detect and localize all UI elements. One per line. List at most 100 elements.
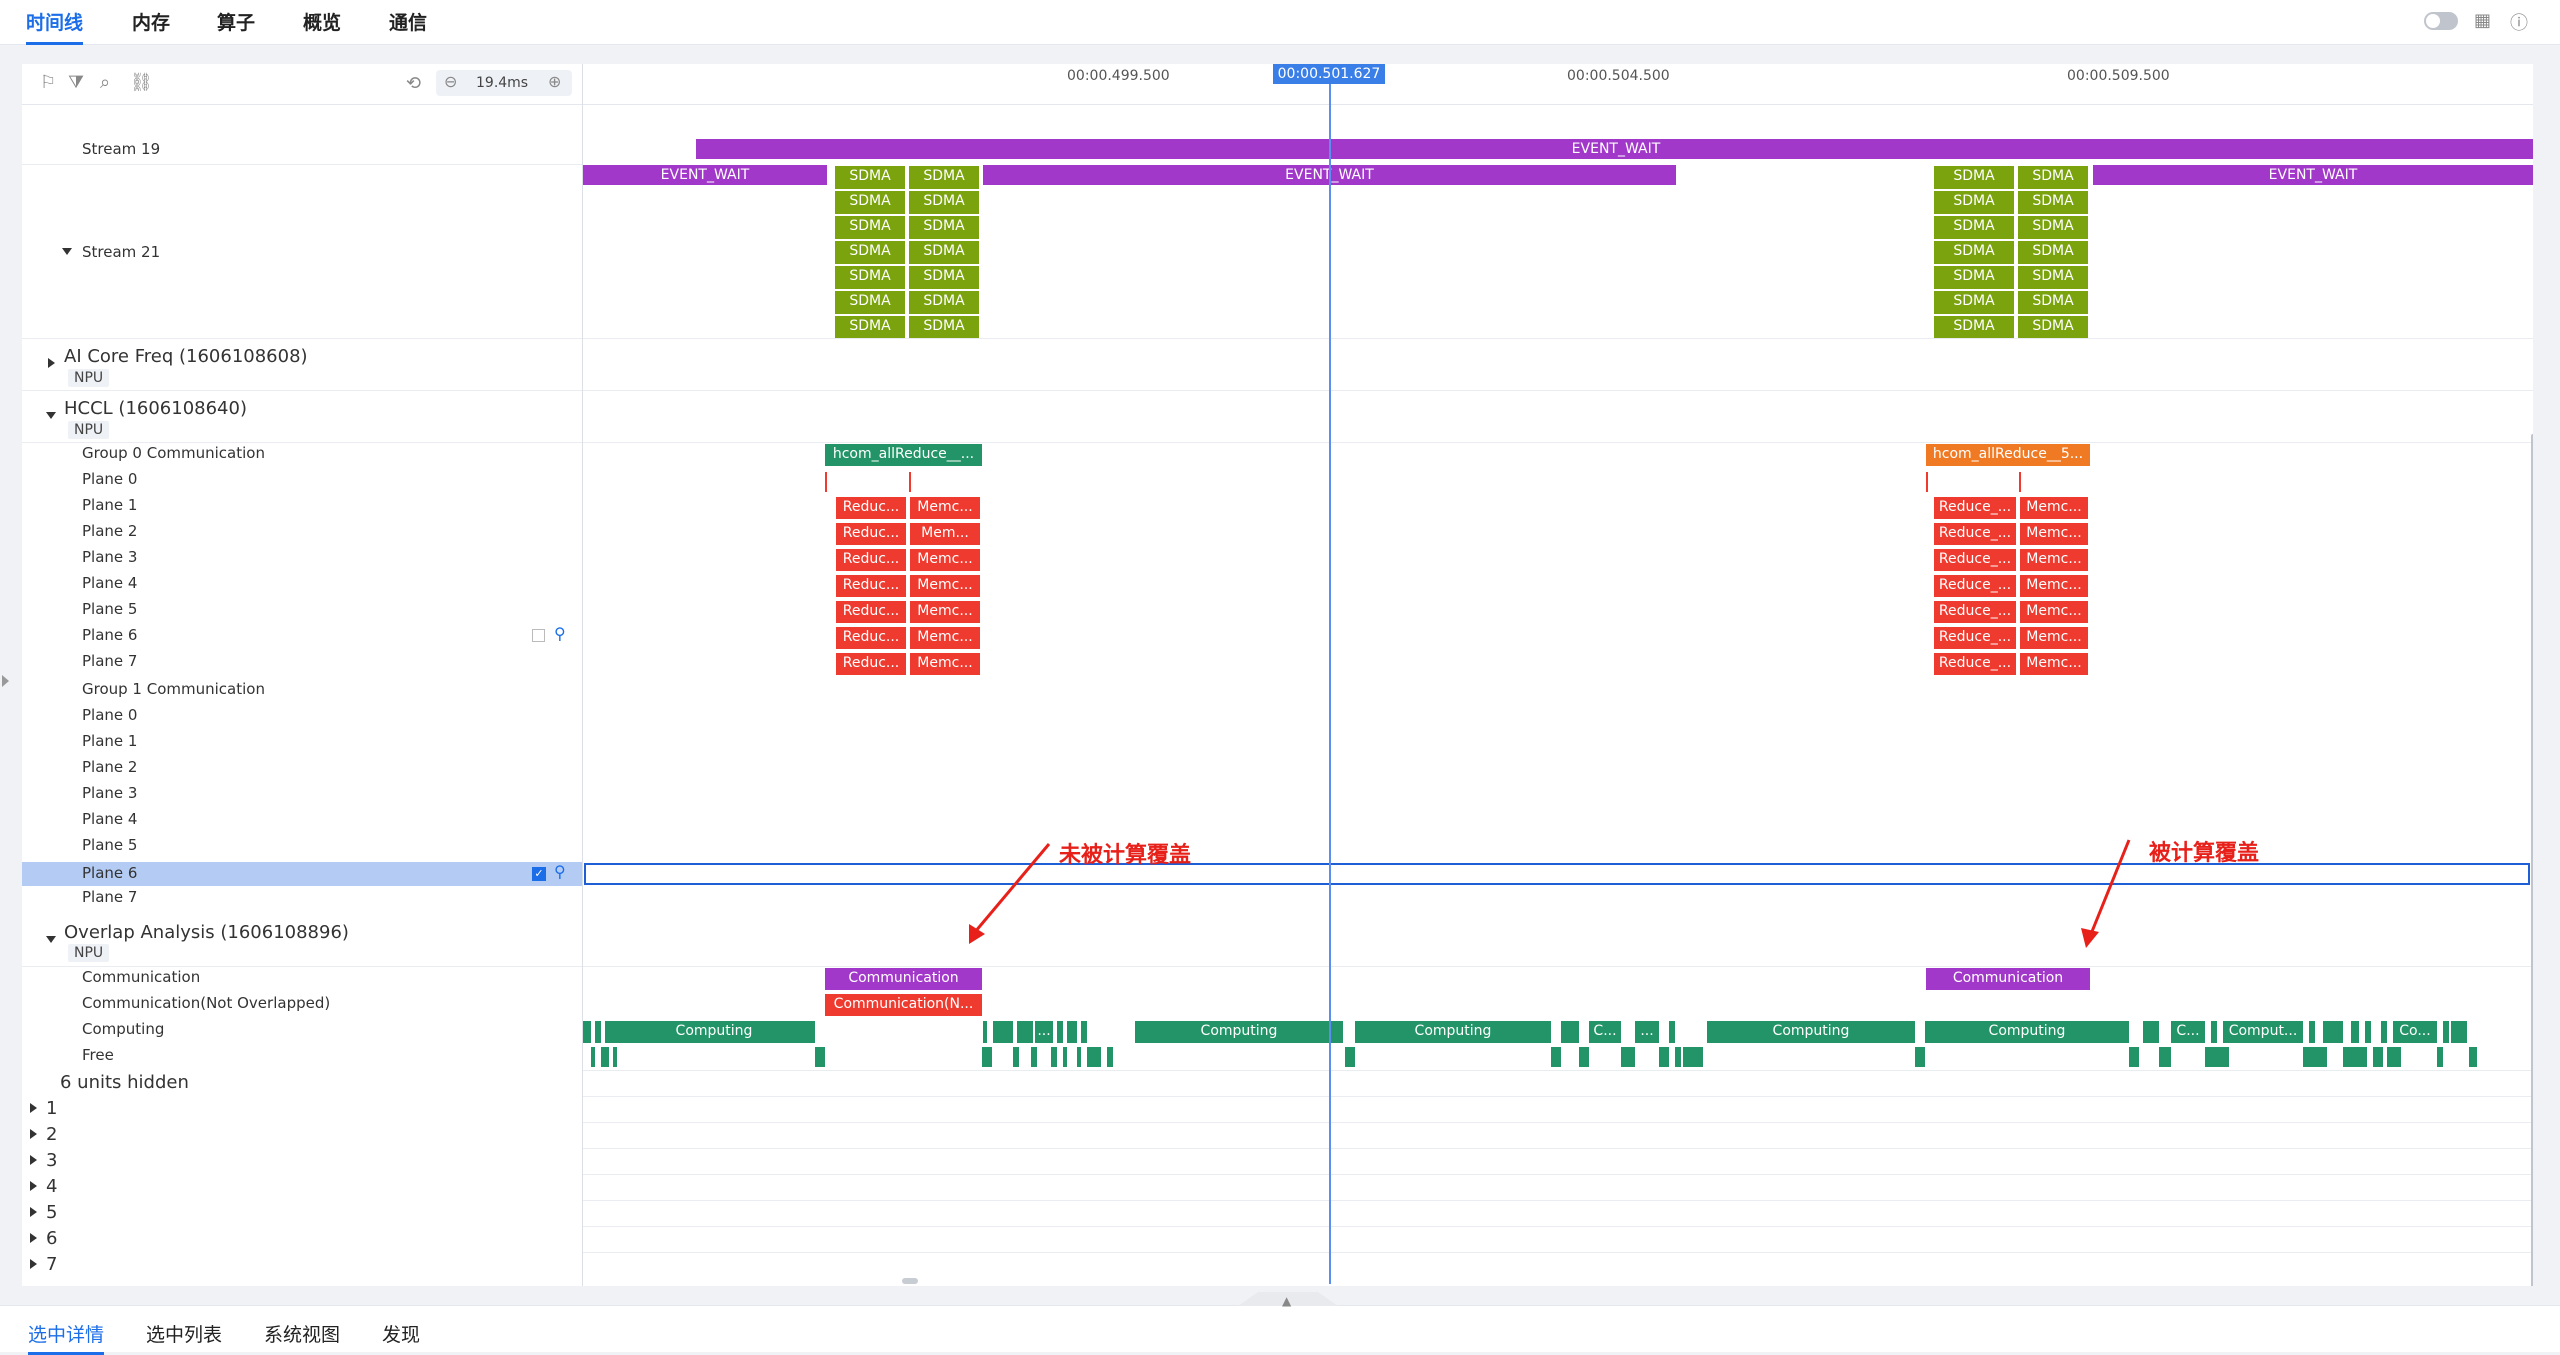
slice-sdma[interactable]: SDMA	[908, 190, 980, 215]
slice-reduce[interactable]: Reduce_...	[1933, 548, 2017, 572]
panel-resize-handle[interactable]	[1238, 1292, 1338, 1306]
slice-sdma[interactable]: SDMA	[908, 165, 980, 190]
slice-computing[interactable]: Computing	[613, 1021, 815, 1043]
expand-icon[interactable]	[30, 1207, 37, 1217]
slice-memcpy[interactable]: Memc...	[909, 574, 981, 598]
slice-computing[interactable]: Computing	[1925, 1021, 2129, 1043]
slice-memcpy[interactable]: Memc...	[909, 548, 981, 572]
expand-icon[interactable]	[30, 1259, 37, 1269]
slice-event-wait[interactable]: EVENT_WAIT	[2093, 165, 2533, 185]
layout-icon[interactable]: ▦	[2474, 10, 2492, 31]
tab-selected-list[interactable]: 选中列表	[146, 1324, 223, 1346]
zoom-in-icon[interactable]: ⊕	[548, 72, 562, 91]
zoom-out-icon[interactable]: ⊖	[444, 72, 458, 91]
unit-3[interactable]: 3	[46, 1150, 58, 1171]
slice-reduce[interactable]: Reduc...	[835, 496, 907, 520]
tab-operator[interactable]: 算子	[217, 12, 256, 34]
slice-computing[interactable]: ...	[1035, 1021, 1053, 1043]
slice-comm-not-overlapped[interactable]: Communication(N...	[825, 994, 982, 1016]
help-icon[interactable]: ⓘ	[2510, 13, 2528, 34]
timeline-area[interactable]: 00:00.499.500 00:00.504.500 00:00.509.50…	[583, 64, 2533, 1286]
chevron-up-icon[interactable]: ▲	[1282, 1294, 1292, 1308]
slice-sdma[interactable]: SDMA	[908, 215, 980, 240]
slice-memcpy[interactable]: Memc...	[2019, 496, 2089, 520]
tab-memory[interactable]: 内存	[132, 12, 171, 34]
collapse-icon[interactable]	[46, 936, 56, 943]
slice-sdma[interactable]: SDMA	[834, 290, 906, 315]
slice-computing[interactable]: C...	[1589, 1021, 1621, 1043]
slice-computing[interactable]: ...	[1635, 1021, 1659, 1043]
checkbox-checked[interactable]: ✓	[532, 867, 546, 881]
slice-sdma[interactable]: SDMA	[908, 290, 980, 315]
slice-sdma[interactable]: SDMA	[2017, 315, 2089, 340]
slice-sdma[interactable]: SDMA	[1933, 215, 2015, 240]
slice-computing[interactable]: Comput...	[2223, 1021, 2303, 1043]
slice-reduce[interactable]: Reduce_...	[1933, 522, 2017, 546]
slice-memcpy[interactable]: Memc...	[909, 626, 981, 650]
expand-icon[interactable]	[30, 1155, 37, 1165]
time-ruler[interactable]: 00:00.499.500 00:00.504.500 00:00.509.50…	[583, 64, 2533, 105]
slice-reduce[interactable]: Reduc...	[835, 574, 907, 598]
slice-memcpy[interactable]: Memc...	[909, 496, 981, 520]
search-icon[interactable]: ⌕	[100, 72, 111, 93]
slice-sdma[interactable]: SDMA	[834, 315, 906, 340]
slice-memcpy[interactable]: Memc...	[2019, 574, 2089, 598]
slice-sdma[interactable]: SDMA	[2017, 190, 2089, 215]
unit-7[interactable]: 7	[46, 1254, 58, 1275]
slice-reduce[interactable]: Reduc...	[835, 522, 907, 546]
slice-computing[interactable]: Computing	[1355, 1021, 1551, 1043]
slice-event-wait[interactable]: EVENT_WAIT	[583, 165, 827, 185]
slice-reduce[interactable]: Reduc...	[835, 626, 907, 650]
slice-sdma[interactable]: SDMA	[1933, 315, 2015, 340]
slice-computing[interactable]: Computing	[1135, 1021, 1343, 1043]
slice-sdma[interactable]: SDMA	[908, 240, 980, 265]
tab-discover[interactable]: 发现	[382, 1324, 421, 1346]
horizontal-scrollbar[interactable]	[902, 1278, 918, 1284]
slice-reduce[interactable]: Reduc...	[835, 652, 907, 676]
slice-sdma[interactable]: SDMA	[834, 165, 906, 190]
slice-memcpy[interactable]: Mem...	[909, 522, 981, 546]
tab-overview[interactable]: 概览	[303, 12, 342, 34]
tab-timeline[interactable]: 时间线	[26, 8, 84, 45]
slice-sdma[interactable]: SDMA	[2017, 240, 2089, 265]
slice-sdma[interactable]: SDMA	[1933, 165, 2015, 190]
slice-memcpy[interactable]: Memc...	[2019, 548, 2089, 572]
filter-icon[interactable]: ⧩	[68, 72, 85, 93]
slice-sdma[interactable]: SDMA	[2017, 165, 2089, 190]
slice-sdma[interactable]: SDMA	[2017, 215, 2089, 240]
slice-sdma[interactable]: SDMA	[1933, 190, 2015, 215]
slice-sdma[interactable]: SDMA	[1933, 290, 2015, 315]
vertical-scrollbar[interactable]	[2531, 434, 2533, 1286]
flag-icon[interactable]: ⚐	[40, 72, 57, 93]
tab-communication[interactable]: 通信	[389, 12, 428, 34]
slice-communication[interactable]: Communication	[1926, 968, 2090, 990]
expand-icon[interactable]	[30, 1103, 37, 1113]
slice-sdma[interactable]: SDMA	[908, 315, 980, 340]
time-cursor[interactable]	[1329, 84, 1331, 1284]
pin-icon[interactable]: ⚲	[554, 862, 566, 881]
slice-hcom-allreduce[interactable]: hcom_allReduce__...	[825, 444, 982, 466]
collapse-icon[interactable]	[46, 412, 56, 419]
slice-sdma[interactable]: SDMA	[834, 265, 906, 290]
slice-memcpy[interactable]: Memc...	[2019, 626, 2089, 650]
slice-memcpy[interactable]: Memc...	[909, 652, 981, 676]
checkbox[interactable]	[532, 629, 545, 642]
expand-icon[interactable]	[48, 358, 55, 368]
slice-memcpy[interactable]: Memc...	[2019, 652, 2089, 676]
slice-reduce[interactable]: Reduce_...	[1933, 574, 2017, 598]
collapse-icon[interactable]	[62, 248, 72, 255]
slice-sdma[interactable]: SDMA	[908, 265, 980, 290]
unit-1[interactable]: 1	[46, 1098, 58, 1119]
slice-sdma[interactable]: SDMA	[1933, 240, 2015, 265]
unit-6[interactable]: 6	[46, 1228, 58, 1249]
expand-icon[interactable]	[30, 1233, 37, 1243]
expand-sidebar-icon[interactable]	[2, 675, 9, 687]
tab-system-view[interactable]: 系统视图	[264, 1324, 341, 1346]
tab-selected-details[interactable]: 选中详情	[28, 1320, 105, 1355]
slice-reduce[interactable]: Reduc...	[835, 548, 907, 572]
unit-5[interactable]: 5	[46, 1202, 58, 1223]
reset-icon[interactable]: ⟲	[406, 73, 422, 94]
link-icon[interactable]: ⛓	[130, 72, 153, 93]
slice-hcom-allreduce[interactable]: hcom_allReduce__5...	[1926, 444, 2090, 466]
slice-sdma[interactable]: SDMA	[2017, 265, 2089, 290]
